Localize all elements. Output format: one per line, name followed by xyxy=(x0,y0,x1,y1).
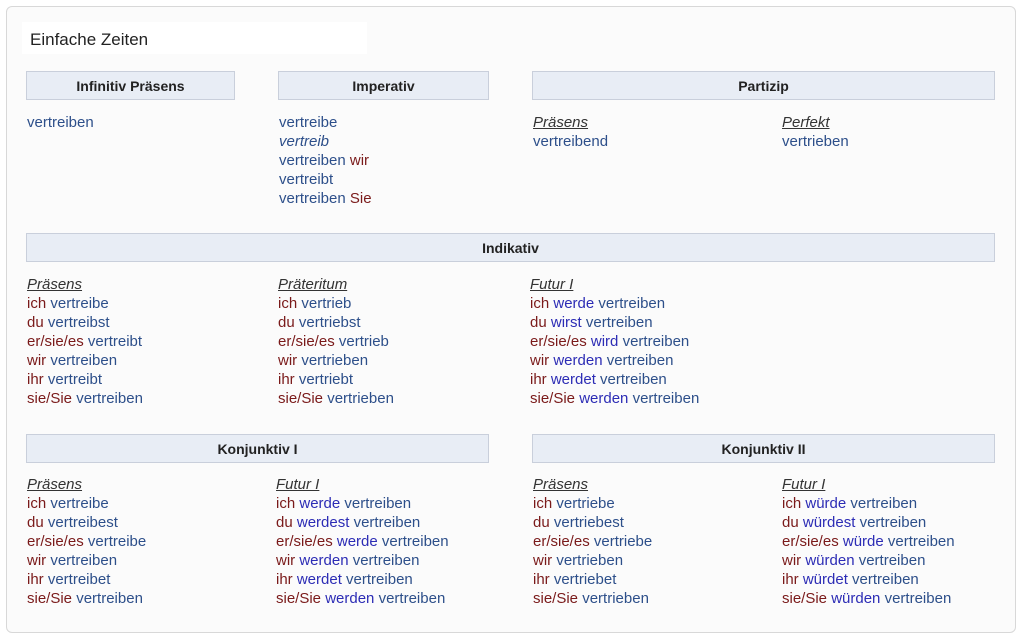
conjugation-line: er/sie/es wird vertreiben xyxy=(530,333,690,350)
tense-label: Perfekt xyxy=(782,114,830,131)
imperativ-column: vertreibe vertreib vertreiben wir vertre… xyxy=(279,113,372,208)
conjugation-line: ihr vertriebt xyxy=(278,371,354,388)
conjugation-line: ihr vertreibt xyxy=(27,371,103,388)
conjugation-line: ich würde vertreiben xyxy=(782,495,918,512)
conjugation-line: sie/Sie vertreiben xyxy=(27,590,143,607)
conjugation-line: wir vertreiben xyxy=(27,352,118,369)
conjugation-line: ich vertreibe xyxy=(27,495,109,512)
conjugation-line: sie/Sie vertrieben xyxy=(278,390,394,407)
indikativ-futur1-column: Futur I ich werde vertreiben du wirst ve… xyxy=(530,275,699,408)
header-imperativ: Imperativ xyxy=(278,71,489,100)
partizip-praesens-column: Präsens vertreibend xyxy=(533,113,608,151)
imperativ-line: vertreibt xyxy=(279,171,334,188)
conjugation-line: wir vertrieben xyxy=(278,352,369,369)
conjugation-line: er/sie/es vertreibe xyxy=(27,533,147,550)
partizip-perfekt-column: Perfekt vertrieben xyxy=(782,113,849,151)
conjugation-line: du vertreibst xyxy=(27,314,110,331)
conjugation-line: wir vertreiben xyxy=(27,552,118,569)
header-infinitiv: Infinitiv Präsens xyxy=(26,71,235,100)
page-title: Einfache Zeiten xyxy=(22,22,367,54)
conjugation-line: sie/Sie vertreiben xyxy=(27,390,143,407)
conjugation-line: sie/Sie werden vertreiben xyxy=(276,590,446,607)
tense-label: Präteritum xyxy=(278,276,348,293)
imperativ-line: vertreib xyxy=(279,133,330,150)
conjugation-line: du werdest vertreiben xyxy=(276,514,421,531)
conjugation-line: wir werden vertreiben xyxy=(530,352,674,369)
conjugation-line: ich vertreibe xyxy=(27,295,109,312)
tense-label: Futur I xyxy=(530,276,574,293)
conjugation-line: ihr vertriebet xyxy=(533,571,617,588)
conjugation-line: er/sie/es würde vertreiben xyxy=(782,533,955,550)
indikativ-praeteritum-column: Präteritum ich vertrieb du vertriebst er… xyxy=(278,275,394,408)
tense-label: Präsens xyxy=(27,276,83,293)
indikativ-praesens-column: Präsens ich vertreibe du vertreibst er/s… xyxy=(27,275,143,408)
conjugation-line: sie/Sie werden vertreiben xyxy=(530,390,700,407)
conjugation-line: du vertreibest xyxy=(27,514,118,531)
conjugation-line: er/sie/es vertrieb xyxy=(278,333,389,350)
conjugation-line: sie/Sie würden vertreiben xyxy=(782,590,952,607)
tense-label: Futur I xyxy=(276,476,320,493)
imperativ-line: vertreiben Sie xyxy=(279,190,372,207)
imperativ-line: vertreibe xyxy=(279,114,338,131)
conjugation-panel xyxy=(6,6,1016,633)
conjugation-line: sie/Sie vertrieben xyxy=(533,590,649,607)
tense-label: Präsens xyxy=(533,476,589,493)
header-indikativ: Indikativ xyxy=(26,233,995,262)
conjugation-line: wir würden vertreiben xyxy=(782,552,926,569)
conjugation-line: ich werde vertreiben xyxy=(530,295,666,312)
conjugation-line: du vertriebest xyxy=(533,514,624,531)
tense-label: Präsens xyxy=(27,476,83,493)
tense-label: Präsens xyxy=(533,114,589,131)
conjugation-line: du würdest vertreiben xyxy=(782,514,927,531)
header-partizip: Partizip xyxy=(532,71,995,100)
conjugation-line: du vertriebst xyxy=(278,314,361,331)
conjugation-line: er/sie/es vertriebe xyxy=(533,533,653,550)
conjugation-line: er/sie/es vertreibt xyxy=(27,333,143,350)
conjugation-line: ich werde vertreiben xyxy=(276,495,412,512)
conjugation-line: er/sie/es werde vertreiben xyxy=(276,533,449,550)
conjugation-line: du wirst vertreiben xyxy=(530,314,653,331)
conjugation-line: ihr werdet vertreiben xyxy=(530,371,667,388)
conjugation-line: wir werden vertreiben xyxy=(276,552,420,569)
infinitiv-column: vertreiben xyxy=(27,113,94,132)
partizip-perfekt-form: vertrieben xyxy=(782,133,849,150)
header-konjunktiv-1: Konjunktiv I xyxy=(26,434,489,463)
partizip-praesens-form: vertreibend xyxy=(533,133,609,150)
conjugation-line: ich vertrieb xyxy=(278,295,352,312)
konj1-praesens-column: Präsens ich vertreibe du vertreibest er/… xyxy=(27,475,146,608)
conjugation-line: ich vertriebe xyxy=(533,495,615,512)
infinitiv-form: vertreiben xyxy=(27,114,94,131)
header-konjunktiv-2: Konjunktiv II xyxy=(532,434,995,463)
conjugation-line: wir vertrieben xyxy=(533,552,624,569)
konj2-praesens-column: Präsens ich vertriebe du vertriebest er/… xyxy=(533,475,652,608)
conjugation-line: ihr vertreibet xyxy=(27,571,111,588)
conjugation-line: ihr würdet vertreiben xyxy=(782,571,919,588)
imperativ-line: vertreiben wir xyxy=(279,152,370,169)
konj2-futur1-column: Futur I ich würde vertreiben du würdest … xyxy=(782,475,955,608)
konj1-futur1-column: Futur I ich werde vertreiben du werdest … xyxy=(276,475,449,608)
tense-label: Futur I xyxy=(782,476,826,493)
conjugation-line: ihr werdet vertreiben xyxy=(276,571,413,588)
